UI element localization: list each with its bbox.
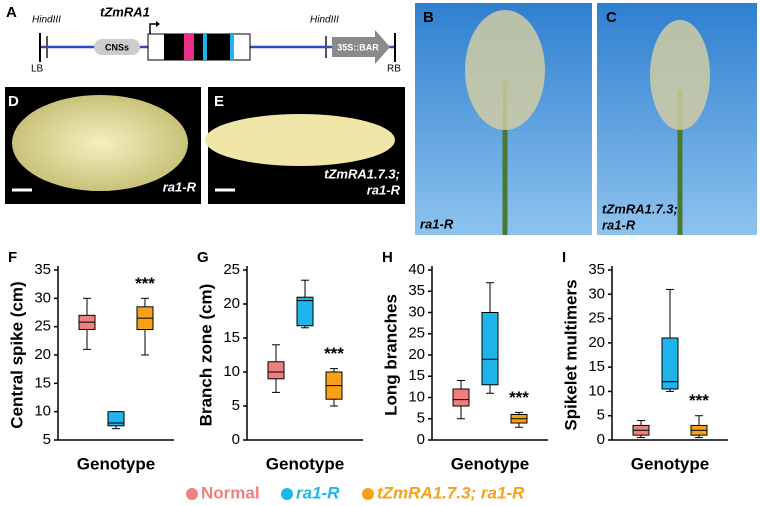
x-axis-label: Genotype	[451, 454, 529, 473]
photo-caption: ra1-R	[420, 216, 454, 231]
y-tick-label: 20	[223, 295, 240, 312]
y-tick-label: 15	[588, 358, 605, 375]
site-label: HindIII	[32, 15, 61, 26]
y-tick-label: 10	[34, 403, 51, 420]
y-tick-label: 0	[597, 431, 605, 448]
y-tick-label: 25	[588, 310, 605, 327]
photo-caption: ra1-R	[602, 217, 636, 232]
photo-caption: tZmRA1.7.3;	[324, 166, 400, 181]
box	[452, 388, 470, 407]
photo	[5, 3, 757, 235]
y-tick-label: 20	[588, 334, 605, 351]
significance: ***	[324, 344, 344, 363]
y-tick-label: 30	[34, 289, 51, 306]
photo-caption: ra1-R	[163, 179, 197, 194]
y-tick-label: 5	[43, 431, 51, 448]
y-tick-label: 20	[408, 346, 425, 363]
x-axis-label: Genotype	[631, 454, 709, 473]
panel-letter: D	[8, 93, 19, 110]
gene-label: tZmRA1	[100, 4, 150, 19]
panel-letter: H	[382, 249, 393, 266]
legend-marker	[186, 488, 198, 500]
border-label: LB	[31, 64, 44, 75]
panel-letter: B	[423, 9, 434, 26]
y-tick-label: 5	[417, 410, 425, 427]
x-axis-label: Genotype	[77, 454, 155, 473]
y-tick-label: 35	[408, 282, 425, 299]
y-axis-label: Branch zone (cm)	[196, 284, 215, 427]
y-tick-label: 15	[223, 329, 240, 346]
y-axis-label: Central spike (cm)	[7, 281, 26, 428]
y-tick-label: 10	[408, 388, 425, 405]
panel-letter: F	[8, 249, 17, 266]
y-tick-label: 0	[417, 431, 425, 448]
y-tick-label: 10	[223, 363, 240, 380]
y-tick-label: 30	[408, 303, 425, 320]
y-tick-label: 40	[408, 261, 425, 278]
panel-letter: I	[562, 249, 566, 266]
significance: ***	[689, 391, 709, 410]
y-tick-label: 15	[34, 374, 51, 391]
significance: ***	[509, 388, 529, 407]
box	[107, 411, 125, 427]
legend-label: tZmRA1.7.3; ra1-R	[377, 483, 525, 502]
panel-letter: C	[606, 9, 617, 26]
panel-letter: G	[197, 249, 209, 266]
construct-diagram	[39, 21, 396, 64]
y-tick-label: 5	[232, 397, 240, 414]
site-label: HindIII	[310, 15, 339, 26]
y-tick-label: 15	[408, 367, 425, 384]
y-tick-label: 5	[597, 407, 605, 424]
box	[481, 312, 499, 386]
legend-marker	[281, 488, 293, 500]
panel-letter: E	[214, 93, 224, 110]
y-tick-label: 25	[34, 318, 51, 335]
y-tick-label: 10	[588, 382, 605, 399]
marker-label: 35S::BAR	[337, 42, 379, 52]
y-tick-label: 0	[232, 431, 240, 448]
x-axis-label: Genotype	[266, 454, 344, 473]
box	[661, 337, 679, 390]
y-axis-label: Spikelet multimers	[561, 279, 580, 430]
y-tick-label: 35	[34, 261, 51, 278]
y-tick-label: 25	[408, 325, 425, 342]
box	[267, 361, 285, 380]
legend-label: ra1-R	[296, 483, 340, 502]
legend-label: Normal	[201, 483, 260, 502]
legend-marker	[362, 488, 374, 500]
photo-caption: tZmRA1.7.3;	[602, 201, 678, 216]
significance: ***	[135, 274, 155, 293]
y-tick-label: 30	[588, 285, 605, 302]
y-tick-label: 20	[34, 346, 51, 363]
box	[296, 296, 314, 327]
panel-letter: A	[6, 4, 17, 21]
y-axis-label: Long branches	[381, 294, 400, 416]
y-tick-label: 35	[588, 261, 605, 278]
border-label: RB	[387, 64, 401, 75]
photo-caption: ra1-R	[367, 182, 401, 197]
element-label: CNSs	[105, 42, 129, 52]
y-tick-label: 25	[223, 261, 240, 278]
